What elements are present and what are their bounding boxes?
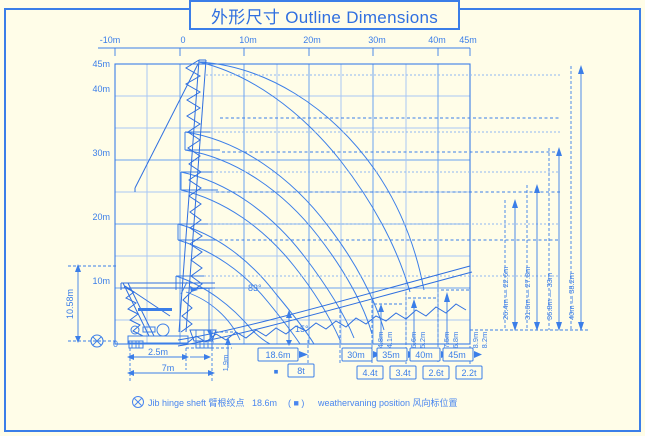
base-height-label: 1.9m [221,355,230,372]
x-tick--10m: -10m [100,35,121,45]
drawing-frame [4,8,641,432]
height-dim-2: 31.6m — 27.8m [523,267,532,320]
caption-hinge-text: Jib hinge sheft 臂根绞点 [148,397,245,408]
tail-dim-1-bottom: 4.1m [385,332,394,349]
title-box: 外形尺寸 Outline Dimensions [189,0,460,30]
angle-boom-label: 83° [248,283,262,293]
y-tick-45m: 45m [92,59,110,69]
figure-caption: Jib hinge sheft 臂根绞点 18.6m ( ■ ) weather… [132,396,458,408]
x-tick-40m: 40m [428,35,446,45]
base-dimensions: 2.5m 7m 1.9m [127,331,236,382]
hinge-symbol-icon [90,334,104,348]
caption-weathervane-text: weathervaning position 风向标位置 [317,397,458,408]
y-tick-40m: 40m [92,84,110,94]
tail-dim-3-bottom: 6.8m [451,332,460,349]
x-tick-45m: 45m [459,35,477,45]
main-boom-lattice [134,59,207,333]
tail-dim-4-bottom: 8.2m [480,332,489,349]
capacity-40m-label: 2.6t [428,368,444,378]
radius-30m-label: 30m [347,350,365,360]
boom-radius-curves [175,61,425,345]
tail-dim-2-bottom: 5.2m [418,332,427,349]
radius-40m-label: 40m [415,350,433,360]
crane-base-assembly [120,282,217,349]
reach-capacity-label: 8t [297,366,305,376]
angle-annotations: 83° 15° [180,281,309,346]
y-tick-30m: 30m [92,148,110,158]
reach-label: 18.6m [265,350,290,360]
x-tick-0: 0 [180,35,185,45]
y-tick-10m: 10m [92,276,110,286]
capacity-30m-label: 4.4t [362,368,378,378]
angle-jib-label: 15° [295,324,309,334]
radius-35m-label: 35m [382,350,400,360]
height-dim-3: 36.8m — 33m [545,273,554,320]
hinge-height-dimension: 10.58m [65,264,118,348]
base-width-label: 2.5m [148,347,168,357]
page-title: 外形尺寸 Outline Dimensions [210,7,439,27]
chart-grid [114,63,471,345]
jib-lattice-arm [177,265,473,347]
x-axis-labels: -10m 0 10m 20m 30m 40m 45m [98,35,477,56]
tail-swing-dimensions: 4.8m 4.1m 6.6m 5.2m 7.5m 6.8m 8.9m 8.2m [374,289,489,349]
level-dashed-lines [204,74,560,277]
hinge-height-label: 10.58m [65,289,75,319]
weathervane-marker-icon: ■ [274,367,279,376]
x-tick-30m: 30m [368,35,386,45]
radius-45m-label: 45m [448,350,466,360]
x-tick-10m: 10m [239,35,257,45]
tail-dim-4-top: 8.9m [471,332,480,349]
caption-weathervane-marker: ( ■ ) [288,398,304,408]
capacity-35m-label: 3.4t [395,368,411,378]
caption-weathervane-value: 18.6m [252,398,277,408]
y-axis-labels: 45m 40m 30m 20m 10m 0 [92,59,118,349]
height-dim-1: 26.4m — 22.6m [501,267,510,320]
y-tick-0: 0 [113,339,118,349]
tail-dim-2-top: 6.6m [409,332,418,349]
x-tick-20m: 20m [303,35,321,45]
tail-dim-1-top: 4.8m [376,332,385,349]
y-tick-20m: 20m [92,212,110,222]
jib-radius-boxes: 30m 35m 40m 45m 4.4t 3.4t 2.6t 2.2t [339,276,483,380]
height-dim-4: 40m — 38.2m [567,273,576,320]
tail-dim-3-top: 7.5m [442,332,451,349]
capacity-45m-label: 2.2t [461,368,477,378]
base-span-label: 7m [162,363,175,373]
height-dimension-stack: 26.4m — 22.6m 31.6m — 27.8m 36.8m — 33m … [470,65,590,331]
weathervane-reach-group: 18.6m ■ 8t [257,340,315,378]
